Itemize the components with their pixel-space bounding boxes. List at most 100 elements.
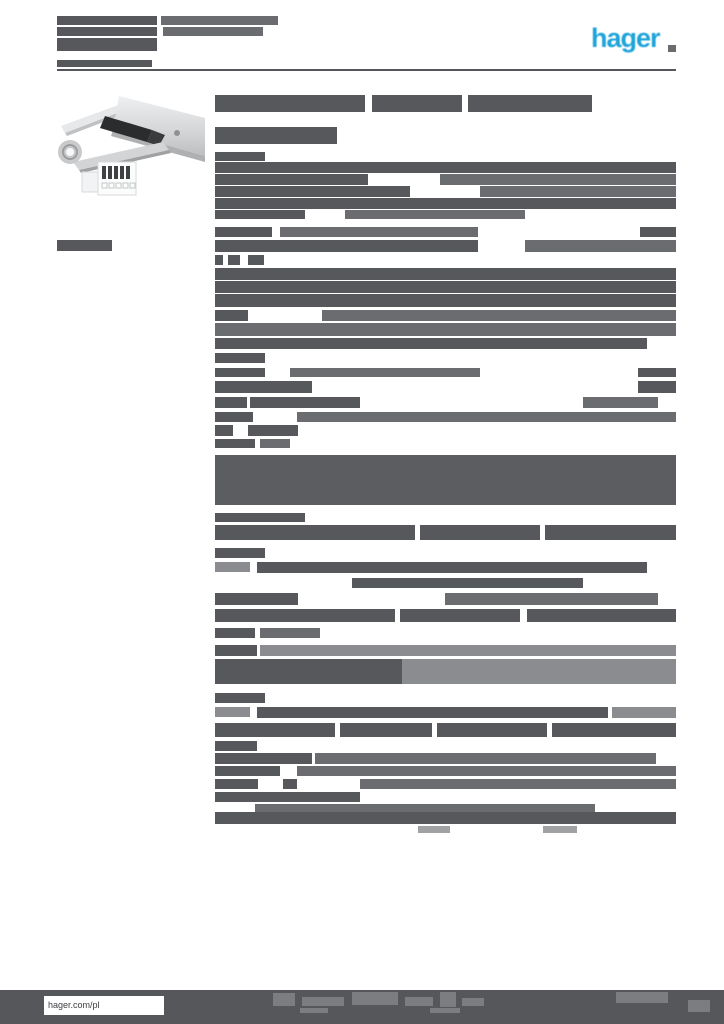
description-line — [215, 281, 676, 293]
fine-print — [543, 826, 577, 833]
spec-value — [360, 779, 676, 789]
spec-label — [215, 397, 247, 408]
spec-label — [215, 792, 360, 802]
spec-value — [297, 412, 676, 422]
spec-value — [445, 593, 658, 605]
description-line — [400, 609, 520, 622]
doc-ref-line — [57, 38, 157, 51]
spec-label — [215, 227, 272, 237]
spec-label — [215, 548, 265, 558]
fine-print — [418, 826, 450, 833]
spec-label — [215, 562, 250, 572]
product-image — [58, 96, 205, 196]
description-line — [480, 186, 676, 197]
spec-label — [215, 381, 312, 393]
product-ref — [57, 240, 112, 251]
description-line — [440, 174, 676, 185]
description-line — [527, 609, 676, 622]
footer-logo-mark — [405, 997, 433, 1006]
spec-value — [257, 707, 608, 718]
terminal-block — [81, 161, 137, 196]
spec-value — [255, 804, 595, 812]
description-line — [215, 174, 368, 185]
spec-value — [280, 227, 478, 237]
spec-label — [215, 368, 265, 377]
spec-label — [250, 397, 360, 408]
summary-bar — [215, 812, 676, 824]
description-line — [420, 525, 540, 540]
spec-label — [215, 439, 255, 448]
title-line — [468, 95, 592, 112]
spec-value — [260, 645, 676, 656]
section-label — [215, 152, 265, 161]
footer-logo-mark — [462, 998, 484, 1006]
spec-label — [215, 628, 255, 638]
footer-page-info — [616, 992, 668, 1003]
title-line — [215, 95, 365, 112]
section-header — [215, 693, 265, 703]
header-divider — [57, 69, 676, 71]
spec-label — [248, 255, 264, 265]
description-line — [215, 294, 676, 307]
description-line — [215, 525, 415, 540]
spec-label — [215, 353, 265, 363]
website-box: hager.com/pl — [44, 996, 164, 1015]
logo-mark — [668, 45, 676, 52]
spec-value — [260, 439, 290, 448]
footer-logo-mark — [352, 992, 398, 1005]
doc-ref-line — [161, 16, 278, 25]
spec-label — [215, 779, 258, 789]
doc-ref-line — [57, 27, 157, 36]
spec-label — [215, 425, 233, 436]
footer-logo-mark — [300, 1008, 328, 1013]
spec-label — [248, 425, 298, 436]
spec-label — [215, 255, 223, 265]
spec-value — [638, 368, 676, 377]
description-line — [340, 723, 432, 737]
description-line — [215, 186, 410, 197]
footer-page-info — [688, 1000, 710, 1012]
spec-value — [583, 397, 658, 408]
spec-label — [228, 255, 240, 265]
spec-value — [255, 338, 647, 349]
description-line — [215, 723, 335, 737]
spec-label — [215, 593, 298, 605]
spec-value — [640, 227, 676, 237]
doc-ref-line — [163, 27, 263, 36]
spec-value — [260, 628, 320, 638]
description-line — [552, 723, 676, 737]
section-header — [215, 513, 305, 522]
spec-value — [352, 578, 583, 588]
title-line — [372, 95, 462, 112]
description-line — [215, 198, 676, 209]
footer-logo-mark — [273, 993, 295, 1006]
spec-value — [290, 368, 480, 377]
description-line — [345, 210, 525, 219]
note-block — [215, 455, 676, 505]
description-line — [215, 609, 395, 622]
footer-logo-mark — [302, 997, 344, 1006]
spec-label — [215, 766, 280, 776]
spec-label — [215, 753, 312, 764]
description-line — [215, 268, 676, 280]
description-line — [215, 162, 676, 173]
spec-value — [297, 766, 676, 776]
spec-value — [638, 381, 676, 393]
spec-label — [215, 338, 255, 349]
spec-value — [525, 240, 676, 252]
website-link[interactable]: hager.com/pl — [48, 1000, 100, 1010]
hager-logo: hager — [591, 23, 661, 53]
spec-label — [215, 741, 257, 751]
spec-label — [215, 240, 478, 252]
spec-value — [315, 753, 656, 764]
footer-logo-mark — [440, 992, 456, 1007]
spec-label — [283, 779, 297, 789]
spec-label — [215, 412, 253, 422]
description-line — [545, 525, 676, 540]
subtitle — [215, 127, 337, 144]
spec-value — [612, 707, 676, 718]
washer — [58, 140, 82, 164]
description-line — [215, 323, 676, 336]
spec-value — [257, 562, 647, 573]
